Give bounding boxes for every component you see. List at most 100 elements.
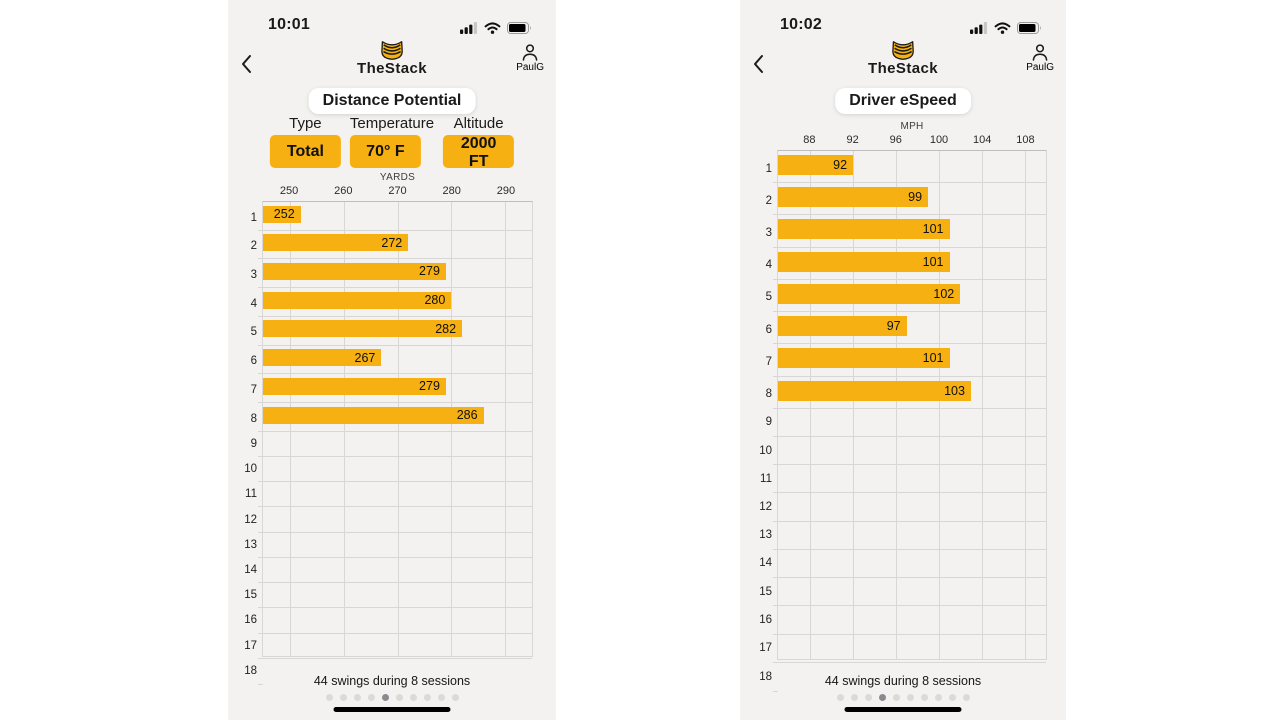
chart-row-3: 3 101: [766, 219, 1046, 248]
chart-row-2: 2 272: [251, 234, 532, 260]
value-bar: 272: [263, 234, 409, 252]
session-number-label: 6: [765, 323, 772, 336]
profile-username: PaulG: [516, 62, 544, 73]
session-number-label: 18: [244, 665, 257, 678]
back-button[interactable]: [750, 52, 766, 79]
back-button[interactable]: [238, 52, 254, 79]
type-label: Type: [289, 115, 322, 132]
session-number-label: 14: [759, 557, 772, 570]
chart-row-10: 10: [244, 457, 532, 483]
pager-dot[interactable]: [367, 694, 375, 701]
value-bar: 101: [778, 251, 950, 272]
bar-value-label: 102: [933, 286, 955, 301]
chevron-left-icon: [240, 55, 252, 77]
profile-button[interactable]: PaulG: [1026, 43, 1054, 73]
pager-dot[interactable]: [451, 694, 459, 701]
bar-value-label: 286: [456, 408, 478, 423]
bar-value-label: 101: [922, 351, 944, 366]
type-value-button[interactable]: Total: [269, 135, 341, 168]
axis-ticks: 250 260 270 280 290: [262, 185, 533, 201]
pager-dot[interactable]: [395, 694, 403, 701]
pager-dot[interactable]: [353, 694, 361, 701]
pager-dot-active[interactable]: [878, 694, 886, 701]
thestack-logo-icon: [357, 40, 427, 61]
pager-dot[interactable]: [864, 694, 872, 701]
temperature-value-button[interactable]: 70° F: [349, 135, 421, 168]
value-bar: 101: [778, 219, 950, 240]
session-number-label: 16: [759, 613, 772, 626]
axis-tick-label: 88: [803, 134, 816, 146]
pager-dot[interactable]: [934, 694, 942, 701]
chart-row-17: 17: [244, 634, 532, 659]
pager-dot[interactable]: [437, 694, 445, 701]
home-indicator[interactable]: [844, 707, 962, 712]
value-bar: 97: [778, 316, 907, 337]
chart-row-4: 4 101: [766, 251, 1046, 281]
wifi-icon: [484, 22, 501, 34]
bar-value-label: 279: [419, 379, 440, 394]
session-number-label: 12: [759, 501, 772, 514]
vertical-gridline: [343, 202, 345, 656]
chart-row-9: 9: [251, 432, 532, 458]
app-name: TheStack: [868, 60, 938, 77]
bar-value-label: 282: [435, 321, 457, 336]
session-number-label: 5: [250, 326, 257, 339]
cellular-signal-icon: [970, 22, 988, 34]
vertical-gridline: [289, 202, 291, 656]
session-number-label: 10: [759, 444, 772, 457]
value-bar: 267: [263, 349, 382, 367]
pager-dot[interactable]: [906, 694, 914, 701]
chevron-left-icon: [752, 55, 764, 77]
plot-area: 1 92 2 99 3 101 4 101 5 102 6 97 7 101 8 103 9 10 11 12 13 14…: [759, 150, 1047, 693]
pager-dot[interactable]: [409, 694, 417, 701]
session-number-label: 17: [759, 642, 772, 655]
app-brand: TheStack: [868, 40, 938, 77]
chart-row-7: 7 279: [251, 377, 532, 404]
session-number-label: 12: [244, 513, 257, 526]
pager-dot[interactable]: [948, 694, 956, 701]
chart-row-8: 8 286: [251, 406, 532, 432]
axis-unit-label: MPH: [900, 121, 924, 132]
session-number-label: 13: [244, 538, 257, 551]
axis-tick-label: 290: [496, 185, 516, 197]
value-bar: 92: [778, 155, 854, 175]
pager-dot[interactable]: [892, 694, 900, 701]
distance-potential-chart: YARDS 250 260 270 280 290 1 252 2 272 3 279 4 280 5 2…: [228, 172, 556, 686]
session-number-label: 11: [760, 472, 772, 485]
pager-dot[interactable]: [962, 694, 970, 701]
session-number-label: 17: [244, 639, 257, 652]
chart-row-16: 16: [759, 606, 1046, 635]
session-number-label: 13: [759, 529, 772, 542]
session-number-label: 15: [244, 589, 257, 602]
pager-dot[interactable]: [850, 694, 858, 701]
value-bar: 99: [778, 187, 929, 208]
value-bar: 101: [778, 348, 950, 369]
axis-unit-label: YARDS: [379, 172, 416, 183]
page-title: Driver eSpeed: [835, 88, 971, 114]
session-number-label: 9: [765, 416, 772, 429]
session-number-label: 11: [245, 488, 257, 501]
pager-dot[interactable]: [325, 694, 333, 701]
pager-dot[interactable]: [836, 694, 844, 701]
pager-dot[interactable]: [339, 694, 347, 701]
pager-dot-active[interactable]: [381, 694, 389, 701]
cellular-signal-icon: [460, 22, 478, 34]
chart-row-1: 1 92: [766, 155, 1046, 184]
altitude-selector: Altitude 2000 FT: [443, 115, 515, 170]
pager-dot[interactable]: [920, 694, 928, 701]
axis-tick-label: 108: [1016, 134, 1035, 146]
vertical-gridline: [505, 202, 507, 656]
plot-area: 1 252 2 272 3 279 4 280 5 282 6 267 7 279 8 286 9 10 11 12 1…: [244, 201, 533, 686]
session-number-label: 14: [244, 563, 257, 576]
altitude-value-button[interactable]: 2000 FT: [443, 135, 515, 170]
session-number-label: 5: [765, 291, 772, 304]
home-indicator[interactable]: [333, 707, 451, 712]
value-bar: 279: [263, 377, 446, 395]
chart-row-12: 12: [759, 493, 1046, 522]
bar-value-label: 101: [922, 222, 944, 237]
bar-value-label: 103: [944, 383, 965, 398]
pager-dot[interactable]: [423, 694, 431, 701]
profile-button[interactable]: PaulG: [516, 43, 544, 73]
bar-value-label: 272: [381, 235, 403, 250]
